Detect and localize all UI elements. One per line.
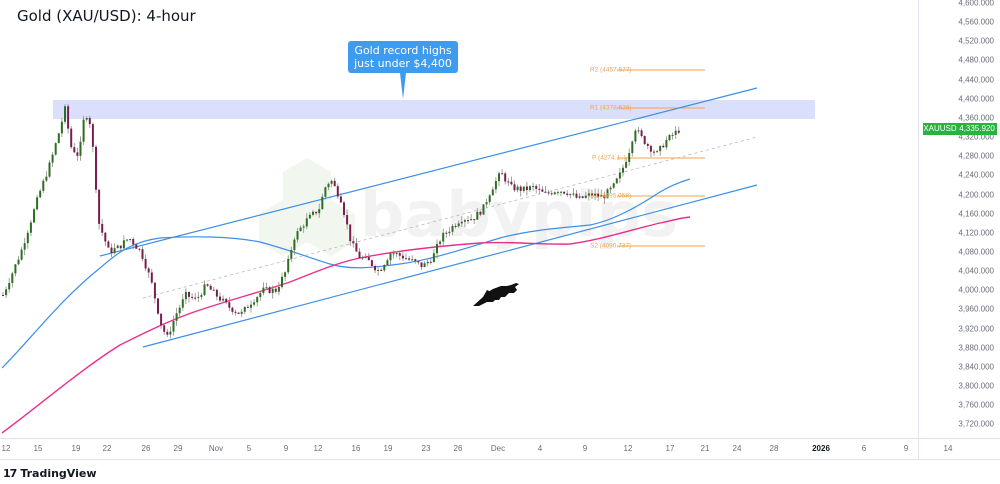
time-tick: 28 [769, 444, 779, 453]
price-tick: 4,120.000 [958, 228, 994, 238]
price-tick: 4,600.000 [958, 0, 994, 8]
time-tick: 21 [700, 444, 710, 453]
price-axis[interactable]: 4,600.000 4,560.000 4,520.000 4,480.000 4,44… [918, 0, 1000, 437]
pivot-s2-label: S2 (4090.737) [590, 242, 632, 250]
price-tick: 4,360.000 [958, 113, 994, 123]
price-tick: 4,000.000 [958, 285, 994, 295]
sma-100-line [1, 178, 691, 369]
time-tick: Dec [490, 444, 506, 453]
price-tick: 4,080.000 [958, 247, 994, 257]
time-tick: 26 [141, 444, 151, 453]
price-tick: 3,800.000 [958, 381, 994, 391]
price-tick: 4,480.000 [958, 55, 994, 65]
pivot-p-label: P (4274.1..) [592, 154, 626, 162]
time-tick: 14 [943, 444, 953, 453]
tradingview-logo-text: TradingView [20, 467, 97, 480]
price-tick: 4,520.000 [958, 36, 994, 46]
time-tick: 9 [903, 444, 909, 453]
time-tick: 29 [173, 444, 183, 453]
time-tick: 2026 [812, 444, 830, 453]
symbol-badge: XAUUSD [923, 123, 957, 135]
callout-pointer [400, 73, 406, 99]
tradingview-logo-icon: 17 [3, 467, 17, 480]
time-tick: 12 [623, 444, 633, 453]
time-tick: 19 [383, 444, 393, 453]
channel-lower-line [142, 184, 758, 348]
chart-title: Gold (XAU/USD): 4-hour [17, 7, 196, 25]
price-tick: 4,320.000 [958, 132, 994, 142]
pivot-r1-label: R1 (4378.628) [590, 104, 632, 112]
time-tick: 9 [283, 444, 289, 453]
time-tick: 9 [582, 444, 588, 453]
time-tick: 4 [537, 444, 543, 453]
time-tick: 22 [102, 444, 112, 453]
time-tick: 19 [71, 444, 81, 453]
pivot-lines [617, 69, 705, 247]
axis-corner [918, 438, 1000, 460]
price-tick: 4,240.000 [958, 170, 994, 180]
time-tick: Nov [208, 444, 224, 453]
time-tick: 23 [421, 444, 431, 453]
price-tick: 4,280.000 [958, 151, 994, 161]
resistance-zone [53, 100, 815, 119]
bull-icon [473, 283, 519, 306]
price-tick: 4,400.000 [958, 94, 994, 104]
time-tick: 17 [665, 444, 675, 453]
price-tick: 4,040.000 [958, 266, 994, 276]
time-tick: 5 [246, 444, 252, 453]
time-tick: 24 [732, 444, 742, 453]
time-axis[interactable]: 12 15 19 22 26 29 Nov 5 9 12 16 19 23 26 Dec 4 9 12 17 21 24… [0, 438, 952, 460]
time-tick: 12 [313, 444, 323, 453]
time-tick: 12 [1, 444, 11, 453]
pivot-s1-label: S1 (4195.058) [590, 192, 632, 200]
channel-upper-line [99, 87, 758, 257]
channel-midline [142, 136, 758, 299]
candlestick-series [2, 103, 680, 339]
price-tick: 4,160.000 [958, 209, 994, 219]
time-tick: 16 [351, 444, 361, 453]
price-tick: 3,880.000 [958, 343, 994, 353]
svg-text:babypips: babypips [360, 178, 678, 251]
price-tick: 3,720.000 [958, 419, 994, 429]
tradingview-logo[interactable]: 17 TradingView [3, 467, 97, 480]
price-tick: 4,440.000 [958, 75, 994, 85]
price-tick: 3,920.000 [958, 324, 994, 334]
time-tick: 15 [33, 444, 43, 453]
price-tick: 3,840.000 [958, 362, 994, 372]
time-tick: 6 [861, 444, 867, 453]
price-tick: 4,560.000 [958, 17, 994, 27]
pivot-r2-label: R2 (4457.877) [590, 66, 632, 74]
current-price-badge: 4,335.920 [957, 123, 997, 135]
price-tick: 3,760.000 [958, 400, 994, 410]
price-tick: 4,200.000 [958, 190, 994, 199]
callout-line-2: just under $4,400 [354, 57, 452, 70]
callout-line-1: Gold record highs [354, 44, 452, 57]
time-tick: 26 [453, 444, 463, 453]
price-tick: 3,960.000 [958, 304, 994, 314]
chart-plot-area[interactable]: babypips [0, 0, 918, 437]
record-highs-callout: Gold record highs just under $4,400 [348, 41, 458, 73]
